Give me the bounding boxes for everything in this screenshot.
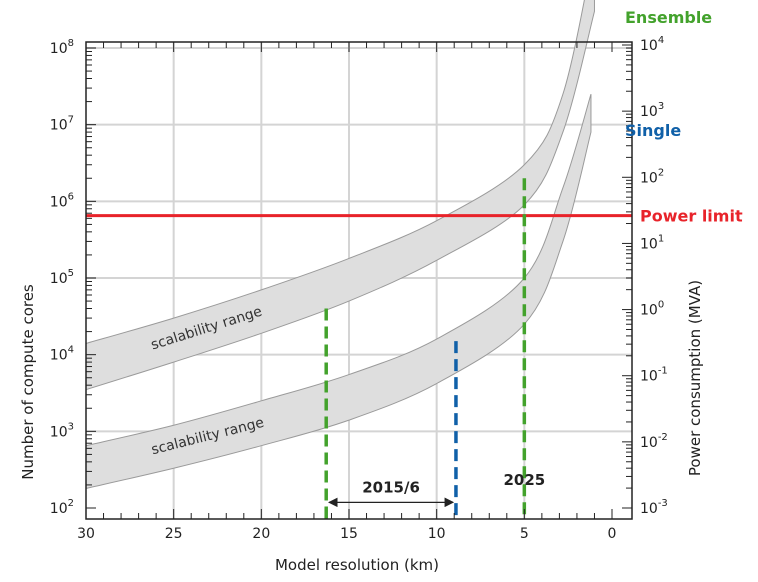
x-tick-label: 5 bbox=[520, 526, 529, 542]
y2-tick-label: 102 bbox=[640, 167, 664, 186]
y-tick-label: 108 bbox=[50, 38, 74, 57]
tick-labels: 30 25 20 15 10 5 010210310410510610710810-310-… bbox=[50, 35, 668, 542]
series-label-ensemble: Ensemble bbox=[625, 8, 712, 27]
x-tick-label: 0 bbox=[608, 526, 617, 542]
period-label: 2015/6 bbox=[362, 478, 420, 496]
y2-tick-label: 10-2 bbox=[640, 432, 668, 451]
band-single bbox=[86, 94, 592, 489]
power-limit-label: Power limit bbox=[640, 207, 743, 226]
y2-tick-label: 104 bbox=[640, 35, 664, 54]
y-tick-label: 106 bbox=[50, 191, 74, 210]
series-label-single: Single bbox=[625, 121, 681, 140]
x-tick-label: 15 bbox=[340, 526, 358, 542]
band-ensemble bbox=[86, 0, 595, 391]
x-tick-label: 10 bbox=[428, 526, 446, 542]
x-tick-label: 30 bbox=[77, 526, 95, 542]
y2-tick-label: 10-3 bbox=[640, 498, 668, 517]
plot-border bbox=[85, 41, 633, 520]
x-tick-label: 25 bbox=[165, 526, 183, 542]
y2-tick-label: 101 bbox=[640, 233, 664, 252]
y2-tick-label: 100 bbox=[640, 300, 664, 319]
plot-frame bbox=[85, 41, 633, 520]
y2-tick-label: 103 bbox=[640, 101, 664, 120]
y2-axis-title: Power consumption (MVA) bbox=[686, 280, 704, 476]
y-tick-label: 107 bbox=[50, 115, 74, 134]
x-tick-label: 20 bbox=[252, 526, 270, 542]
y-axis-title: Number of compute cores bbox=[19, 284, 37, 480]
y-tick-label: 103 bbox=[50, 421, 74, 440]
y-tick-label: 105 bbox=[50, 268, 74, 287]
reference-lines: 2015/6 2025 bbox=[86, 178, 632, 519]
y-tick-label: 104 bbox=[50, 345, 74, 364]
y-tick-label: 102 bbox=[50, 498, 74, 517]
x-axis-title: Model resolution (km) bbox=[275, 556, 439, 574]
y2-tick-label: 10-1 bbox=[640, 366, 668, 385]
period-label: 2025 bbox=[503, 471, 545, 489]
